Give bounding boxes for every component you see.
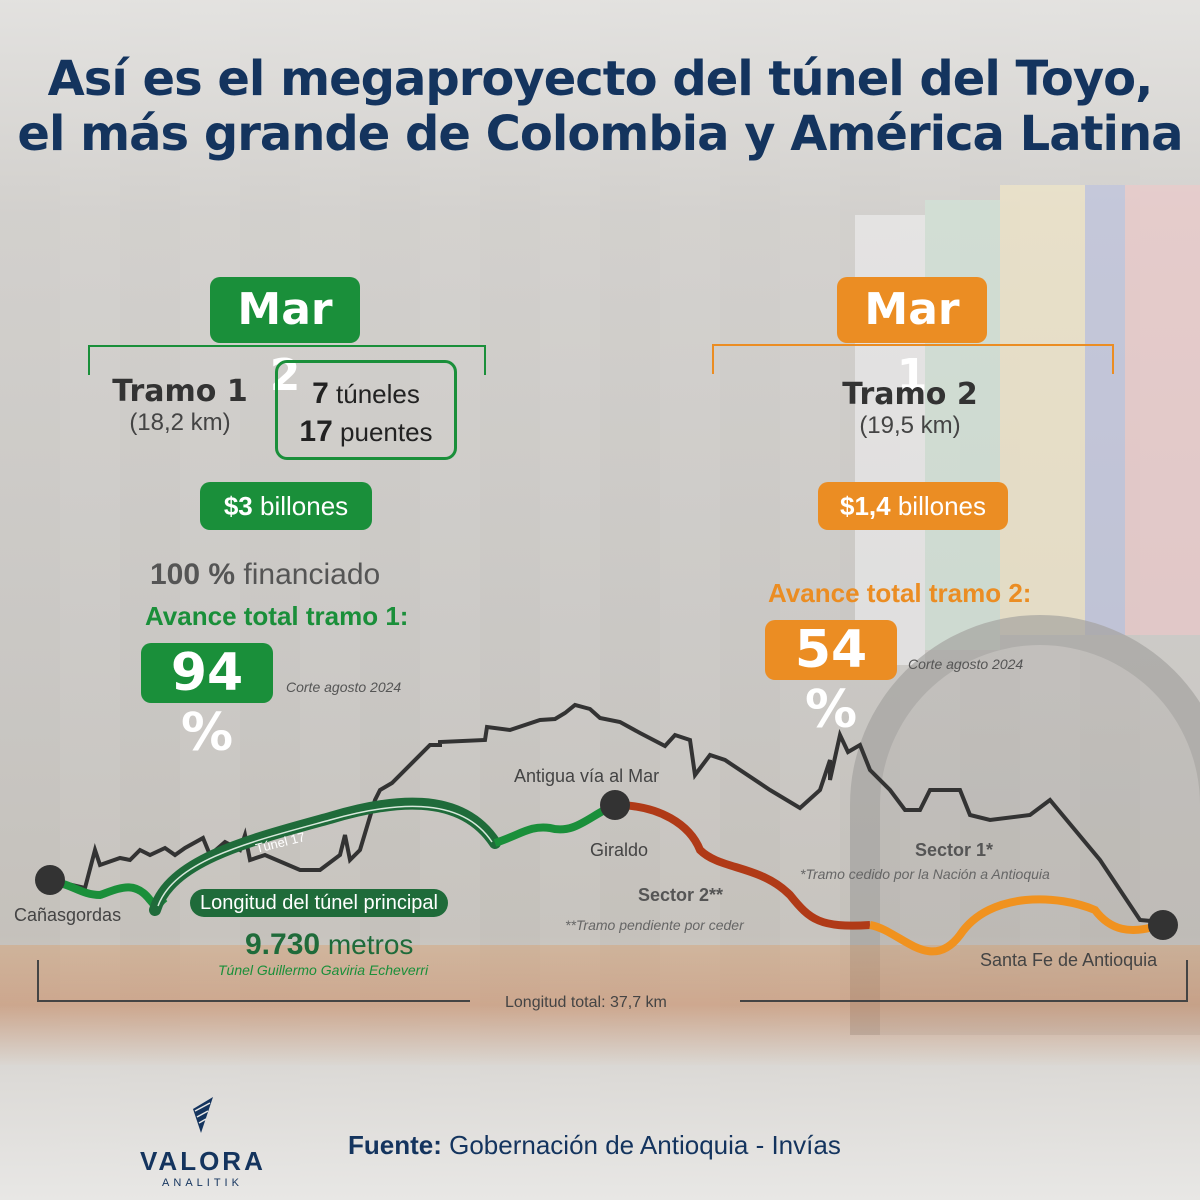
tramo1-info: Tramo 1 (18,2 km) bbox=[105, 374, 255, 437]
mar2-money-value: $3 bbox=[223, 491, 253, 521]
tramo2-title: Tramo 2 bbox=[842, 377, 978, 412]
tramo1-route-end bbox=[493, 801, 617, 847]
flag-stripe bbox=[1000, 185, 1085, 635]
page-title: Así es el megaproyecto del túnel del Toy… bbox=[0, 52, 1200, 162]
flag-stripe bbox=[1125, 185, 1200, 635]
sector2-note: **Tramo pendiente por ceder bbox=[565, 917, 744, 933]
main-tunnel-name: Túnel Guillermo Gaviria Echeverri bbox=[218, 962, 429, 978]
mar2-bracket bbox=[88, 345, 486, 375]
tramo1-route bbox=[49, 878, 168, 911]
sector2-title: Sector 2** bbox=[638, 885, 724, 905]
bridges-label: puentes bbox=[340, 417, 433, 447]
place-antigua-via: Antigua vía al Mar bbox=[514, 766, 660, 786]
valora-logo: VALORA ANALITIK bbox=[140, 1095, 265, 1189]
tunnel17-inner-line bbox=[157, 805, 493, 907]
main-tunnel-length: 9.730 metros bbox=[245, 928, 413, 962]
place-canasgordas: Cañasgordas bbox=[14, 905, 122, 925]
mar1-badge: Mar 1 bbox=[837, 277, 987, 401]
place-giraldo: Giraldo bbox=[590, 840, 649, 860]
main-tunnel-label: Longitud del túnel principal bbox=[190, 889, 448, 917]
mar1-money-value: $1,4 bbox=[839, 491, 891, 521]
tramo1-progress-value: 94 % bbox=[141, 643, 273, 763]
sector1-route bbox=[869, 895, 1162, 956]
financed-pct: 100 % bbox=[150, 558, 236, 591]
financed-text: 100 % financiado bbox=[150, 558, 380, 592]
tunnel17-route bbox=[149, 797, 501, 916]
sector1-title: Sector 1* bbox=[915, 840, 994, 860]
total-length-bracket bbox=[37, 960, 470, 1002]
sector2-route bbox=[614, 801, 871, 930]
source-text: Gobernación de Antioquia - Invías bbox=[449, 1130, 841, 1160]
bridges-count: 17 bbox=[299, 415, 333, 448]
logo-name: VALORA bbox=[140, 1146, 266, 1176]
tramo2-info: Tramo 2 (19,5 km) bbox=[835, 377, 985, 440]
tramo2-progress-label: Avance total tramo 2: bbox=[768, 578, 1032, 608]
tramo1-length: (18,2 km) bbox=[129, 409, 231, 436]
mar2-investment: $3 billones bbox=[200, 482, 372, 530]
mar1-investment: $1,4 billones bbox=[818, 482, 1008, 530]
tramo2-cutoff: Corte agosto 2024 bbox=[908, 656, 1024, 672]
mar2-badge: Mar 2 bbox=[210, 277, 360, 401]
logo-sub: ANALITIK bbox=[162, 1177, 243, 1189]
mar1-money-unit: billones bbox=[897, 491, 986, 521]
tramo1-title: Tramo 1 bbox=[112, 374, 248, 409]
title-line-2: el más grande de Colombia y América Lati… bbox=[17, 106, 1183, 162]
tramo1-cutoff: Corte agosto 2024 bbox=[286, 679, 402, 695]
tramo1-progress-label: Avance total tramo 1: bbox=[145, 601, 409, 631]
title-line-1: Así es el megaproyecto del túnel del Toy… bbox=[47, 51, 1154, 107]
main-tunnel-value: 9.730 bbox=[245, 928, 321, 961]
tramo2-length: (19,5 km) bbox=[859, 412, 961, 439]
tunnels-count: 7 bbox=[312, 377, 329, 410]
financed-label: financiado bbox=[243, 558, 381, 591]
canasgordas-node bbox=[35, 865, 65, 895]
source-label: Fuente: bbox=[348, 1130, 442, 1160]
mar1-bracket bbox=[712, 344, 1114, 374]
tunnels-label: túneles bbox=[336, 379, 420, 409]
source-credit: Fuente: Gobernación de Antioquia - Invía… bbox=[348, 1130, 841, 1161]
flag-stripe bbox=[925, 200, 1000, 650]
flag-stripe bbox=[1085, 185, 1125, 635]
old-road-line bbox=[49, 702, 1163, 924]
tramo2-progress-value: 54 % bbox=[765, 620, 897, 740]
crowd-photo bbox=[0, 945, 1200, 1065]
mar2-money-unit: billones bbox=[259, 491, 349, 521]
place-santa-fe: Santa Fe de Antioquia bbox=[980, 950, 1158, 970]
main-tunnel-unit: metros bbox=[327, 929, 414, 960]
valora-wing-icon bbox=[192, 1097, 213, 1133]
sector1-note: *Tramo cedido por la Nación a Antioquia bbox=[800, 866, 1050, 882]
tunnels-bridges-box: 7 túneles 17 puentes bbox=[275, 360, 457, 460]
giraldo-node bbox=[600, 790, 630, 820]
santa-fe-node bbox=[1148, 910, 1178, 940]
total-length: Longitud total: 37,7 km bbox=[505, 994, 667, 1011]
total-length-bracket-right bbox=[740, 960, 1188, 1002]
